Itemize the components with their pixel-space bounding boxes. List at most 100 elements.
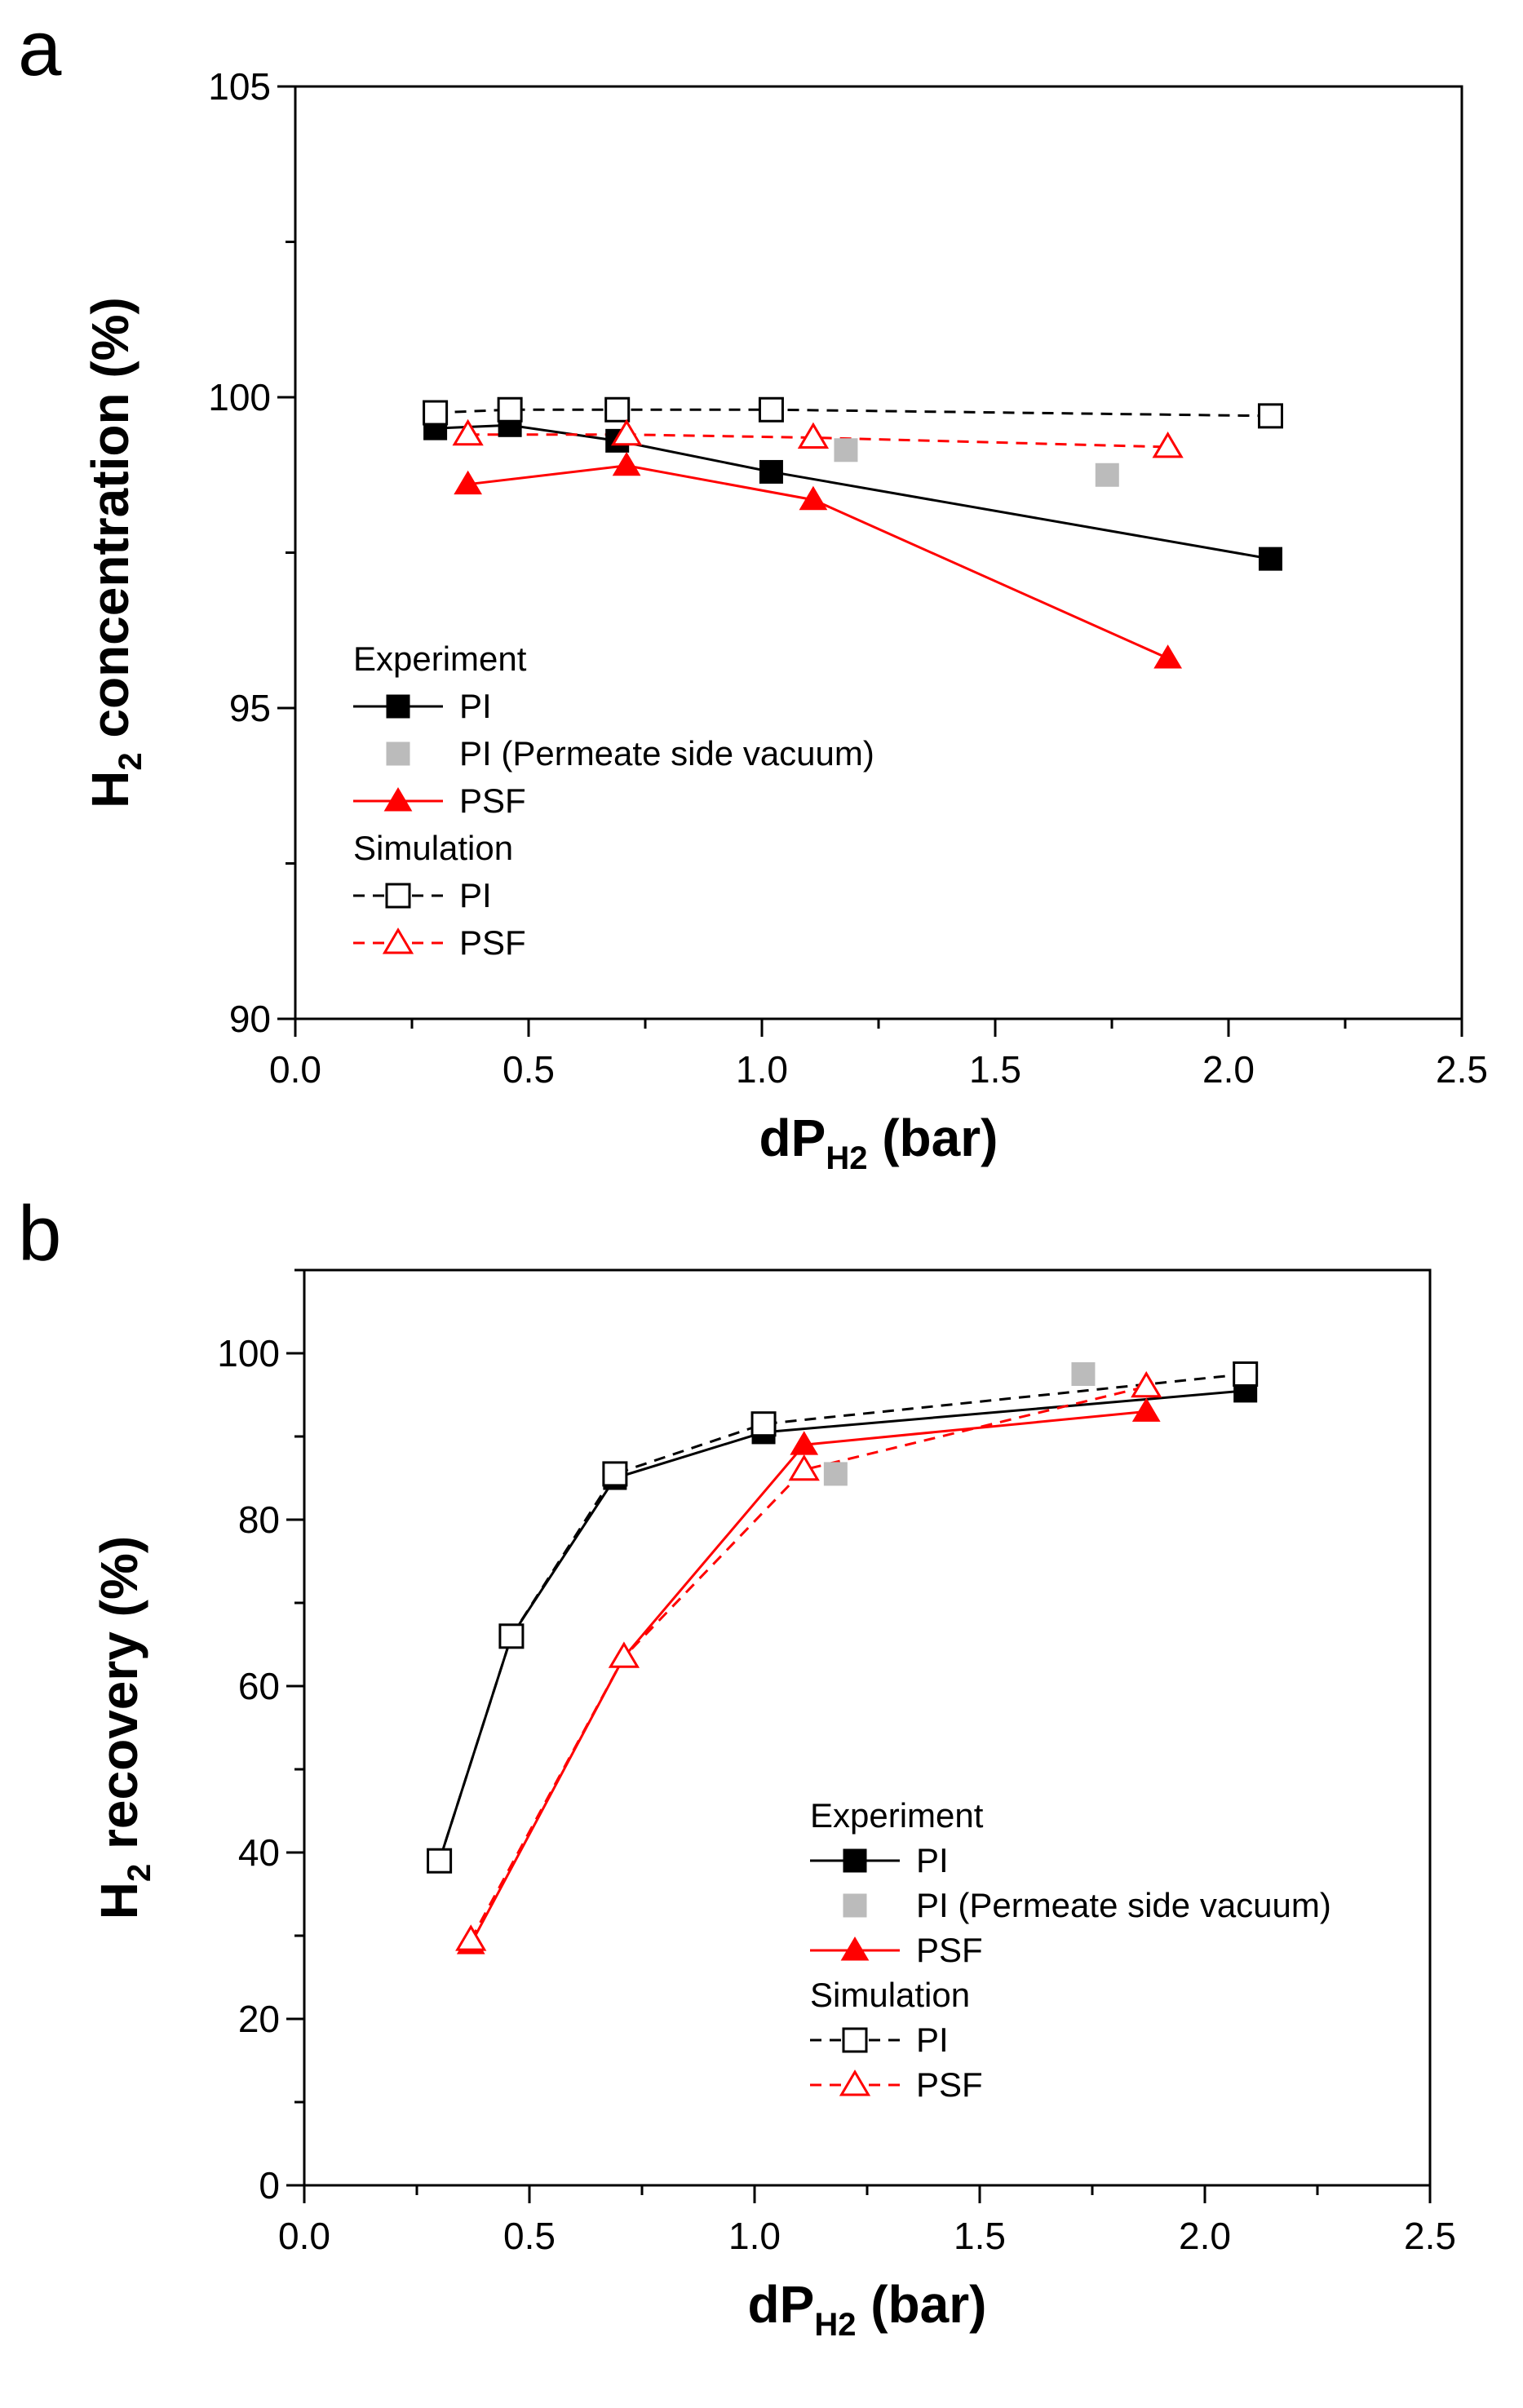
data-point-experiment-2 [1131, 1397, 1161, 1422]
x-tick-label: 0.5 [503, 2215, 556, 2257]
data-point-simulation-3 [427, 1848, 453, 1874]
x-tick-label: 2.0 [1202, 1048, 1255, 1091]
x-axis-title-subscript: H2 [814, 2307, 856, 2343]
x-tick-label: 1.0 [736, 1048, 788, 1091]
data-point-experiment-2 [799, 485, 828, 511]
legend-group-title: Experiment [353, 640, 527, 678]
y-tick-label: 20 [238, 1998, 280, 2040]
legend-entry-label: PI [459, 876, 492, 914]
x-axis-title: dPH2 (bar) [748, 2275, 987, 2343]
legend-entry-label: PI [916, 2021, 949, 2059]
data-point-simulation-3 [423, 400, 449, 426]
data-point-experiment-1 [1071, 1362, 1096, 1386]
data-point-simulation-4 [608, 1641, 640, 1668]
series-line-simulation-3 [438, 1373, 1246, 1861]
data-point-simulation-3 [1233, 1361, 1259, 1387]
data-point-experiment-2 [454, 470, 483, 495]
x-tick-label: 1.0 [728, 2215, 781, 2257]
data-point-simulation-3 [497, 396, 523, 423]
legend-entry-label: PI [916, 1841, 949, 1879]
data-point-experiment-1 [834, 438, 858, 463]
chart-panel-b: b 0.0 0.5 1.0 1.5 2.0 2.5 0 20 40 60 80 100 dPH2 (bar… [18, 1190, 1456, 2343]
y-tick-label: 100 [217, 1332, 280, 1374]
legend-marker [843, 1893, 867, 1918]
y-axis-title: H2 concentration (%) [81, 297, 148, 808]
series-line-experiment-0 [438, 1389, 1246, 1861]
data-point-simulation-3 [750, 1411, 777, 1437]
x-tick-label: 0.0 [269, 1048, 321, 1091]
data-point-simulation-3 [758, 396, 784, 423]
legend-marker [382, 927, 414, 954]
legend-marker [840, 1937, 870, 1961]
y-tick-label: 90 [229, 998, 271, 1040]
data-point-experiment-0 [759, 459, 783, 484]
legend-marker [383, 787, 413, 812]
y-axis-title-label: recovery (%) [90, 1536, 148, 1864]
data-point-simulation-3 [498, 1623, 525, 1649]
y-axis-title-main: H [90, 1882, 148, 1919]
series-line-experiment-2 [467, 464, 1169, 660]
panel-label: a [18, 5, 62, 92]
legend-entry-label: PSF [459, 781, 526, 820]
data-point-simulation-4 [611, 418, 643, 446]
x-tick-label: 1.5 [954, 2215, 1006, 2257]
legend-marker [843, 1848, 867, 1873]
x-axis-title: dPH2 (bar) [759, 1109, 998, 1176]
y-tick-label: 95 [229, 687, 271, 729]
legend-group-title: Simulation [810, 1976, 970, 2014]
series-line-simulation-4 [469, 1385, 1147, 1941]
panel-label: b [18, 1190, 61, 1277]
legend-entry-label: PI (Permeate side vacuum) [916, 1886, 1331, 1924]
legend-marker [839, 2069, 871, 2096]
x-axis-title-main: dP [748, 2275, 815, 2334]
y-tick-label: 80 [238, 1498, 280, 1541]
x-tick-label: 1.5 [969, 1048, 1021, 1091]
y-tick-label: 40 [238, 1831, 280, 1874]
legend-entry-label: PI [459, 687, 492, 725]
data-point-experiment-2 [1153, 644, 1183, 669]
y-axis-title-subscript: 2 [122, 1864, 157, 1882]
y-axis-title-subscript: 2 [113, 752, 148, 770]
x-tick-label: 2.0 [1179, 2215, 1231, 2257]
data-point-simulation-3 [1257, 403, 1283, 429]
y-axis-title: H2 recovery (%) [90, 1536, 157, 1919]
data-point-simulation-4 [1131, 1370, 1162, 1398]
x-tick-label: 2.5 [1404, 2215, 1456, 2257]
data-point-simulation-3 [602, 1461, 628, 1487]
data-point-simulation-4 [455, 1924, 487, 1951]
legend-marker [385, 883, 411, 909]
legend-entry-label: PSF [916, 1931, 983, 1969]
x-tick-label: 0.5 [503, 1048, 555, 1091]
data-point-experiment-1 [823, 1462, 848, 1486]
legend-marker [842, 2027, 868, 2053]
x-axis-title-subscript: H2 [826, 1140, 867, 1176]
data-point-simulation-4 [797, 422, 830, 449]
x-tick-label: 2.5 [1436, 1048, 1488, 1091]
data-point-simulation-4 [452, 418, 484, 446]
legend-group-title: Simulation [353, 829, 513, 867]
series-line-simulation-3 [435, 408, 1271, 418]
x-tick-label: 0.0 [278, 2215, 330, 2257]
legend-entry-label: PI (Permeate side vacuum) [459, 734, 874, 772]
data-point-simulation-4 [788, 1454, 820, 1481]
legend-marker [386, 741, 410, 766]
legend-entry-label: PSF [916, 2065, 983, 2104]
y-tick-label: 0 [259, 2164, 280, 2207]
legend-group-title: Experiment [810, 1796, 984, 1835]
x-axis-title-unit: (bar) [867, 1109, 998, 1167]
legend-entry-label: PSF [459, 923, 526, 962]
data-point-simulation-4 [1152, 432, 1184, 458]
y-tick-label: 60 [238, 1665, 280, 1707]
series-line-experiment-2 [469, 1410, 1147, 1945]
y-axis-title-main: H [81, 771, 139, 808]
y-tick-label: 100 [208, 376, 271, 418]
y-tick-label: 105 [208, 65, 271, 108]
data-point-simulation-3 [604, 396, 631, 423]
data-point-experiment-0 [1258, 547, 1282, 571]
series-line-simulation-4 [467, 433, 1168, 449]
y-axis-title-label: concentration (%) [81, 297, 139, 752]
data-point-experiment-1 [1095, 463, 1119, 487]
